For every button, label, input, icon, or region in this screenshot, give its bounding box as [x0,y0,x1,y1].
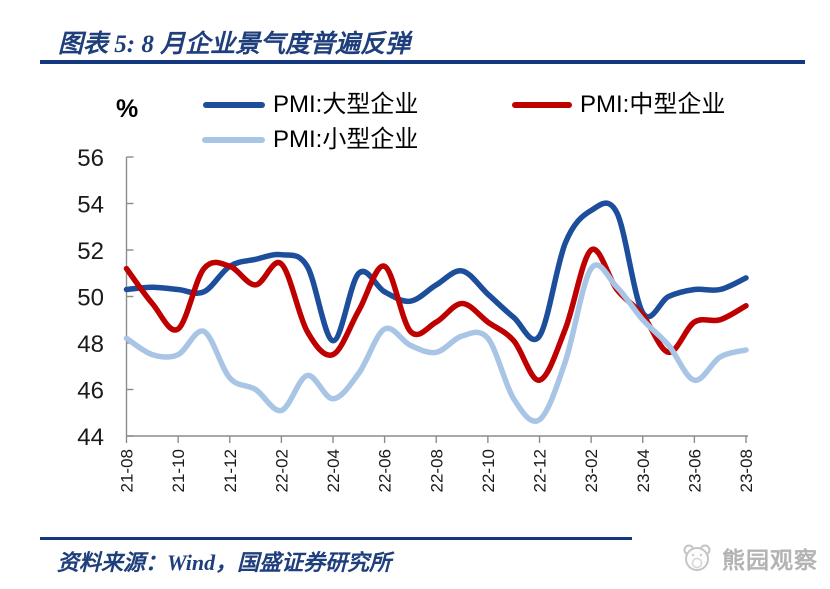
chart-title: 图表 5: 8 月企业景气度普遍反弹 [58,31,411,58]
x-tick-label: 21-08 [118,449,137,492]
legend-line-swatch-large [203,102,265,108]
x-tick-label: 23-08 [737,449,756,492]
bear-logo-icon [683,544,711,571]
x-tick-label: 21-12 [221,449,240,492]
pmi-small-line [123,262,749,424]
x-tick-label: 23-06 [685,449,704,492]
x-tick-label: 22-08 [427,449,446,492]
title-divider [40,60,805,64]
y-tick-label: 56 [77,145,104,172]
watermark-text: 熊园观察 [722,547,818,573]
legend-label-medium: PMI:中型企业 [580,91,726,118]
legend-label-large: PMI:大型企业 [273,91,419,118]
y-tick-label: 48 [77,331,104,358]
x-tick-label: 22-06 [376,449,395,492]
x-tick-label: 23-04 [634,449,653,492]
y-tick-label: 52 [77,238,104,265]
x-tick-label: 22-02 [272,449,291,492]
x-tick-label: 22-04 [324,449,343,492]
x-tick-label: 21-10 [169,449,188,492]
watermark: 熊园观察 [678,541,818,575]
y-tick-label: 46 [77,378,104,405]
footer-divider [40,537,632,540]
source-note: 资料来源：Wind，国盛证券研究所 [57,550,392,575]
x-tick-label: 23-02 [582,449,601,492]
legend-line-swatch-medium [512,102,572,108]
legend-item-small: PMI:小型企业 [202,128,418,152]
x-tick-label: 22-12 [531,449,550,492]
y-tick-label: 50 [77,285,104,312]
pmi-medium-line [123,246,749,383]
y-tick-label: 44 [77,424,104,451]
legend-item-large: PMI:大型企业 [203,93,418,117]
x-tick-label: 22-10 [479,449,498,492]
legend-label-small: PMI:小型企业 [273,126,419,153]
legend-line-swatch-small [202,137,265,143]
legend-item-medium: PMI:中型企业 [512,93,725,117]
y-tick-label: 54 [77,192,104,219]
y-axis-unit-label: % [116,95,139,123]
